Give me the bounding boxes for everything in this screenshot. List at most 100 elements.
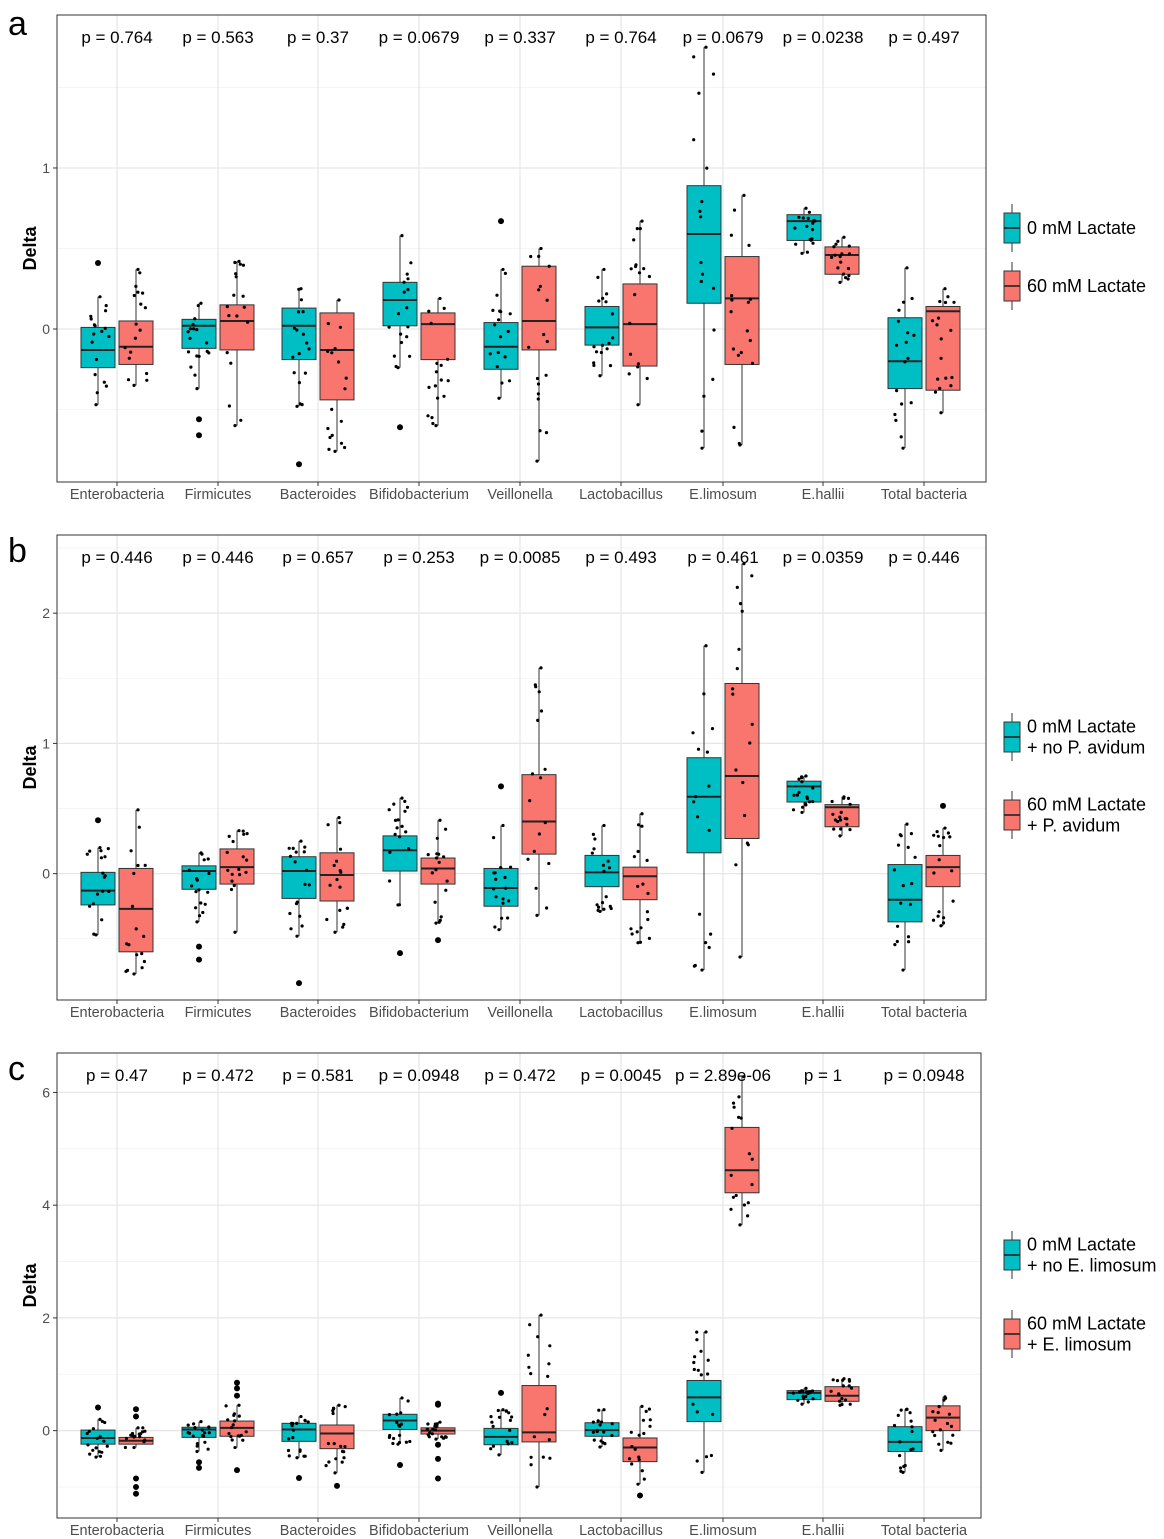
- jitter-point: [702, 692, 706, 696]
- jitter-point: [729, 310, 733, 314]
- jitter-point: [496, 350, 500, 355]
- jitter-point: [602, 1430, 606, 1434]
- jitter-point: [291, 846, 295, 851]
- box: [584, 823, 620, 914]
- series-treatment: [118, 193, 961, 463]
- x-tick-label: Firmicutes: [185, 1523, 252, 1539]
- jitter-point: [338, 908, 342, 913]
- jitter-point: [838, 280, 842, 284]
- legend-label: 60 mM Lactate: [1027, 276, 1146, 296]
- jitter-point: [230, 879, 234, 883]
- box: [382, 234, 418, 431]
- outlier-point: [196, 956, 202, 963]
- jitter-point: [952, 300, 956, 304]
- outlier-point: [133, 1406, 139, 1413]
- jitter-point: [901, 446, 905, 450]
- jitter-point: [640, 219, 644, 223]
- jitter-point: [692, 800, 696, 804]
- jitter-point: [597, 905, 601, 909]
- legend-label-line: + P. avidum: [1027, 816, 1120, 836]
- jitter-point: [627, 1457, 632, 1461]
- jitter-point: [931, 918, 936, 922]
- jitter-point: [801, 1394, 805, 1398]
- jitter-point: [400, 1396, 404, 1400]
- jitter-point: [844, 1398, 848, 1402]
- p-value-label: p = 0.472: [484, 1066, 555, 1085]
- jitter-point: [441, 1436, 446, 1440]
- jitter-point: [435, 1422, 439, 1426]
- y-tick-label: 0: [42, 866, 50, 882]
- legend-label-line: 0 mM Lactate: [1027, 717, 1136, 737]
- jitter-point: [503, 875, 507, 880]
- box-body: [281, 856, 317, 899]
- p-value-label: p = 0.0045: [581, 1066, 662, 1085]
- jitter-point: [832, 245, 836, 249]
- x-tick-label: Enterobacteria: [70, 1523, 165, 1539]
- jitter-point: [434, 921, 438, 925]
- outlier-point: [196, 432, 202, 439]
- jitter-point: [537, 690, 541, 694]
- jitter-point: [737, 1115, 741, 1119]
- jitter-point: [498, 309, 502, 313]
- jitter-point: [711, 72, 716, 76]
- jitter-point: [592, 847, 596, 851]
- jitter-point: [427, 385, 431, 389]
- jitter-point: [233, 930, 237, 934]
- box: [118, 808, 154, 976]
- jitter-point: [593, 837, 597, 841]
- jitter-point: [331, 1411, 335, 1416]
- legend-label: 0 mM Lactate: [1027, 218, 1136, 238]
- jitter-point: [132, 383, 136, 387]
- jitter-point: [298, 1449, 302, 1453]
- jitter-point: [630, 932, 634, 936]
- jitter-point: [637, 1455, 641, 1459]
- jitter-point: [387, 325, 391, 329]
- jitter-point: [699, 215, 703, 219]
- jitter-point: [393, 818, 398, 823]
- jitter-point: [800, 1402, 804, 1406]
- jitter-point: [591, 1420, 596, 1424]
- jitter-point: [492, 887, 496, 891]
- box-body: [80, 871, 116, 906]
- outlier-point: [940, 802, 946, 809]
- jitter-point: [195, 387, 199, 391]
- jitter-point: [735, 585, 739, 590]
- x-tick-label: E.limosum: [689, 1005, 757, 1021]
- box-body: [887, 1426, 923, 1452]
- jitter-point: [91, 1448, 95, 1452]
- jitter-point: [199, 851, 203, 855]
- jitter-point: [89, 314, 93, 318]
- jitter-point: [797, 215, 801, 219]
- x-tick-label: Veillonella: [487, 1523, 553, 1539]
- jitter-point: [326, 322, 330, 326]
- jitter-point: [195, 920, 199, 924]
- jitter-point: [536, 382, 541, 386]
- jitter-point: [607, 341, 611, 345]
- jitter-point: [287, 1454, 291, 1458]
- jitter-point: [104, 304, 108, 308]
- p-value-label: p = 0.563: [182, 28, 253, 47]
- x-tick-label: E.hallii: [802, 487, 845, 503]
- jitter-point: [812, 218, 816, 222]
- jitter-point: [730, 294, 734, 298]
- jitter-point: [635, 227, 639, 231]
- jitter-point: [439, 378, 443, 382]
- box: [521, 246, 557, 463]
- jitter-point: [542, 332, 546, 337]
- jitter-point: [93, 324, 97, 328]
- jitter-point: [539, 709, 544, 713]
- box: [281, 287, 317, 468]
- p-value-label: p = 0.461: [687, 548, 758, 567]
- jitter-point: [833, 818, 838, 822]
- jitter-point: [805, 250, 810, 254]
- legend: 0 mM Lactate 60 mM Lactate: [1003, 204, 1146, 310]
- jitter-point: [241, 263, 245, 267]
- jitter-point: [592, 361, 596, 365]
- box: [420, 818, 456, 944]
- legend-label-line: + E. limosum: [1027, 1335, 1132, 1355]
- jitter-point: [933, 390, 938, 394]
- outlier-point: [397, 1462, 403, 1469]
- jitter-point: [692, 1360, 696, 1365]
